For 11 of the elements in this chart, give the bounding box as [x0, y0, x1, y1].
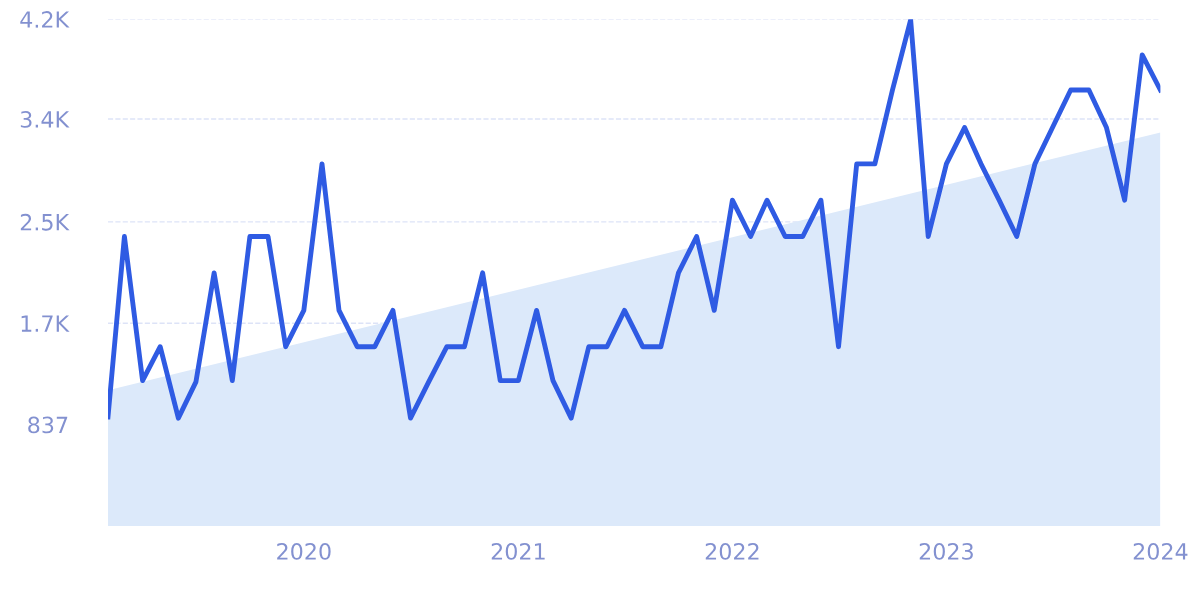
- x-tick-label: 2024: [1133, 542, 1188, 560]
- x-tick-label: 2020: [277, 542, 331, 560]
- y-tick-label: 2.5K: [20, 213, 70, 231]
- x-tick-label: 2021: [491, 542, 545, 560]
- x-tick-label: 2023: [919, 542, 973, 560]
- y-tick-label: 1.7K: [21, 315, 70, 332]
- x-tick-label: 2022: [705, 542, 759, 560]
- line-series: [108, 19, 1161, 421]
- y-tick-label: 837: [28, 416, 68, 434]
- y-tick-label: 4.2K: [20, 11, 70, 28]
- y-tick-label: 3.4K: [20, 111, 70, 128]
